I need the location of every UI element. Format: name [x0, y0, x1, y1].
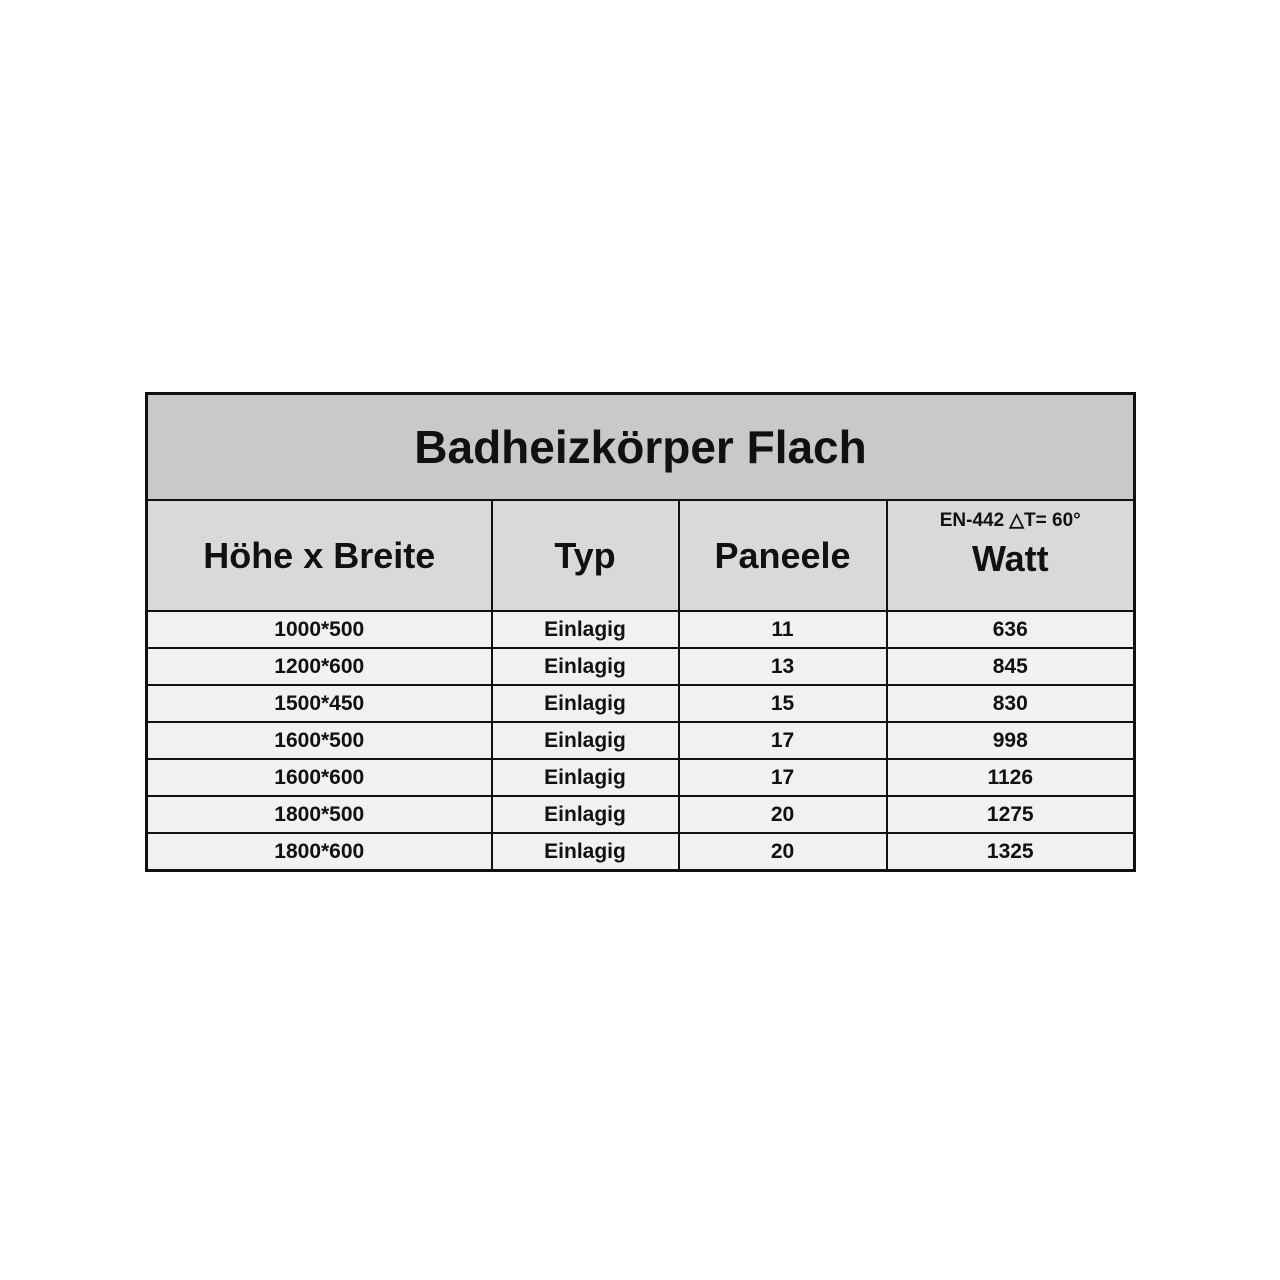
cell-watt: 845 — [885, 647, 1136, 686]
watt-label: Watt — [971, 538, 1049, 579]
header-type: Typ — [490, 499, 680, 612]
table-row: 1200*600 Einlagig 13 845 — [145, 647, 1136, 686]
cell-size: 1200*600 — [145, 647, 493, 686]
cell-type: Einlagig — [490, 610, 680, 649]
table-row: 1800*600 Einlagig 20 1325 — [145, 832, 1136, 872]
cell-size: 1600*600 — [145, 758, 493, 797]
table-row: 1800*500 Einlagig 20 1275 — [145, 795, 1136, 834]
header-size: Höhe x Breite — [145, 499, 493, 612]
header-watt: EN-442 △T= 60° Watt — [885, 499, 1136, 612]
header-panels: Paneele — [677, 499, 888, 612]
cell-panels: 13 — [677, 647, 888, 686]
cell-watt: 636 — [885, 610, 1136, 649]
cell-panels: 17 — [677, 758, 888, 797]
cell-watt: 1325 — [885, 832, 1136, 872]
cell-panels: 20 — [677, 832, 888, 872]
cell-panels: 20 — [677, 795, 888, 834]
cell-type: Einlagig — [490, 721, 680, 760]
cell-watt: 1126 — [885, 758, 1136, 797]
cell-type: Einlagig — [490, 832, 680, 872]
cell-watt: 1275 — [885, 795, 1136, 834]
cell-panels: 15 — [677, 684, 888, 723]
cell-type: Einlagig — [490, 758, 680, 797]
table-row: 1500*450 Einlagig 15 830 — [145, 684, 1136, 723]
cell-size: 1800*500 — [145, 795, 493, 834]
cell-type: Einlagig — [490, 795, 680, 834]
cell-size: 1600*500 — [145, 721, 493, 760]
cell-size: 1500*450 — [145, 684, 493, 723]
cell-size: 1800*600 — [145, 832, 493, 872]
watt-norm-note: EN-442 △T= 60° — [939, 510, 1081, 531]
cell-panels: 17 — [677, 721, 888, 760]
table-row: 1000*500 Einlagig 11 636 — [145, 610, 1136, 649]
cell-watt: 998 — [885, 721, 1136, 760]
radiator-spec-table: Badheizkörper Flach Höhe x Breite Typ Pa… — [145, 392, 1137, 872]
table-row: 1600*500 Einlagig 17 998 — [145, 721, 1136, 760]
cell-size: 1000*500 — [145, 610, 493, 649]
cell-type: Einlagig — [490, 684, 680, 723]
table-row: 1600*600 Einlagig 17 1126 — [145, 758, 1136, 797]
cell-type: Einlagig — [490, 647, 680, 686]
cell-watt: 830 — [885, 684, 1136, 723]
table-title: Badheizkörper Flach — [145, 392, 1136, 501]
header-row: Höhe x Breite Typ Paneele EN-442 △T= 60°… — [145, 499, 1136, 612]
cell-panels: 11 — [677, 610, 888, 649]
